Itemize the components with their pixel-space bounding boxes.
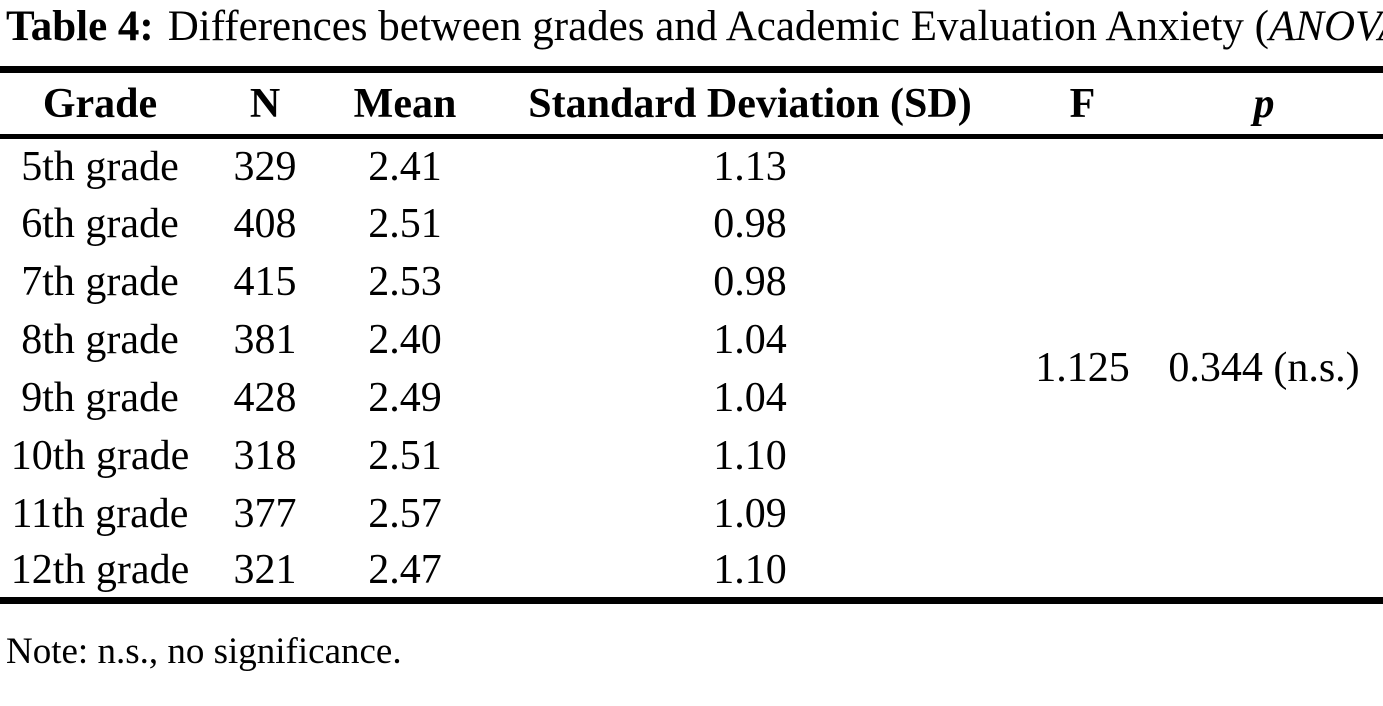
cell-mean: 2.51 bbox=[368, 432, 442, 479]
cell-sd: 0.98 bbox=[713, 200, 787, 247]
cell-grade: 11th grade bbox=[11, 490, 189, 537]
cell-grade: 5th grade bbox=[21, 143, 179, 190]
cell-mean: 2.51 bbox=[368, 200, 442, 247]
cell-mean: 2.53 bbox=[368, 258, 442, 305]
cell-sd: 1.04 bbox=[713, 316, 787, 363]
cell-sd: 1.09 bbox=[713, 490, 787, 537]
table-caption: Table 4: Differences between grades and A… bbox=[0, 0, 1383, 66]
cell-mean: 2.57 bbox=[368, 490, 442, 537]
col-header-p: p bbox=[1253, 80, 1275, 127]
table-row: 9th grade 428 2.49 1.04 bbox=[0, 369, 1383, 427]
note: Note: n.s., no significance. bbox=[6, 631, 402, 672]
cell-n: 381 bbox=[233, 316, 297, 363]
table-row: 10th grade 318 2.51 1.10 bbox=[0, 427, 1383, 485]
cell-sd: 1.10 bbox=[713, 432, 787, 479]
cell-mean: 2.47 bbox=[368, 546, 442, 593]
cell-mean: 2.41 bbox=[368, 143, 442, 190]
col-header-n: N bbox=[249, 80, 281, 127]
col-header-grade: Grade bbox=[42, 80, 158, 127]
caption-label: Table 4: bbox=[6, 3, 154, 50]
caption-text: Differences between grades and Academic … bbox=[167, 3, 1269, 50]
table-row: 5th grade 329 2.41 1.13 1.125 0.344 (n.s… bbox=[0, 137, 1383, 391]
cell-grade: 8th grade bbox=[21, 316, 179, 363]
col-header-mean: Mean bbox=[353, 80, 457, 127]
cell-f-value: 1.125 bbox=[1035, 345, 1130, 391]
cell-sd: 1.13 bbox=[713, 143, 787, 190]
cell-n: 428 bbox=[233, 374, 297, 421]
cell-mean: 2.49 bbox=[368, 374, 442, 421]
cell-sd: 1.10 bbox=[713, 546, 787, 593]
caption-emphasis: ANOVA bbox=[1269, 3, 1383, 50]
cell-sd: 0.98 bbox=[713, 258, 787, 305]
cell-p-value: 0.344 (n.s.) bbox=[1168, 345, 1360, 391]
cell-sd: 1.04 bbox=[713, 374, 787, 421]
header-row: Grade N Mean Standard Deviation (SD) F p bbox=[0, 70, 1383, 137]
cell-grade: 6th grade bbox=[21, 200, 179, 247]
cell-grade: 12th grade bbox=[10, 546, 190, 593]
cell-grade: 9th grade bbox=[21, 374, 179, 421]
cell-n: 329 bbox=[233, 143, 297, 190]
col-header-f: F bbox=[1069, 80, 1096, 127]
table-row: 11th grade 377 2.57 1.09 bbox=[0, 485, 1383, 543]
table-row: 6th grade 408 2.51 0.98 bbox=[0, 195, 1383, 253]
cell-grade: 10th grade bbox=[10, 432, 190, 479]
table-row: 12th grade 321 2.47 1.10 bbox=[0, 543, 1383, 601]
table-row: 7th grade 415 2.53 0.98 bbox=[0, 253, 1383, 311]
cell-mean: 2.40 bbox=[368, 316, 442, 363]
cell-grade: 7th grade bbox=[21, 258, 179, 305]
cell-n: 318 bbox=[233, 432, 297, 479]
cell-n: 415 bbox=[233, 258, 297, 305]
cell-n: 408 bbox=[233, 200, 297, 247]
table-row: 8th grade 381 2.40 1.04 bbox=[0, 311, 1383, 369]
col-header-sd: Standard Deviation (SD) bbox=[528, 80, 972, 127]
cell-n: 321 bbox=[233, 546, 297, 593]
cell-n: 377 bbox=[233, 490, 297, 537]
anova-table: Grade N Mean Standard Deviation (SD) F p… bbox=[0, 66, 1383, 604]
